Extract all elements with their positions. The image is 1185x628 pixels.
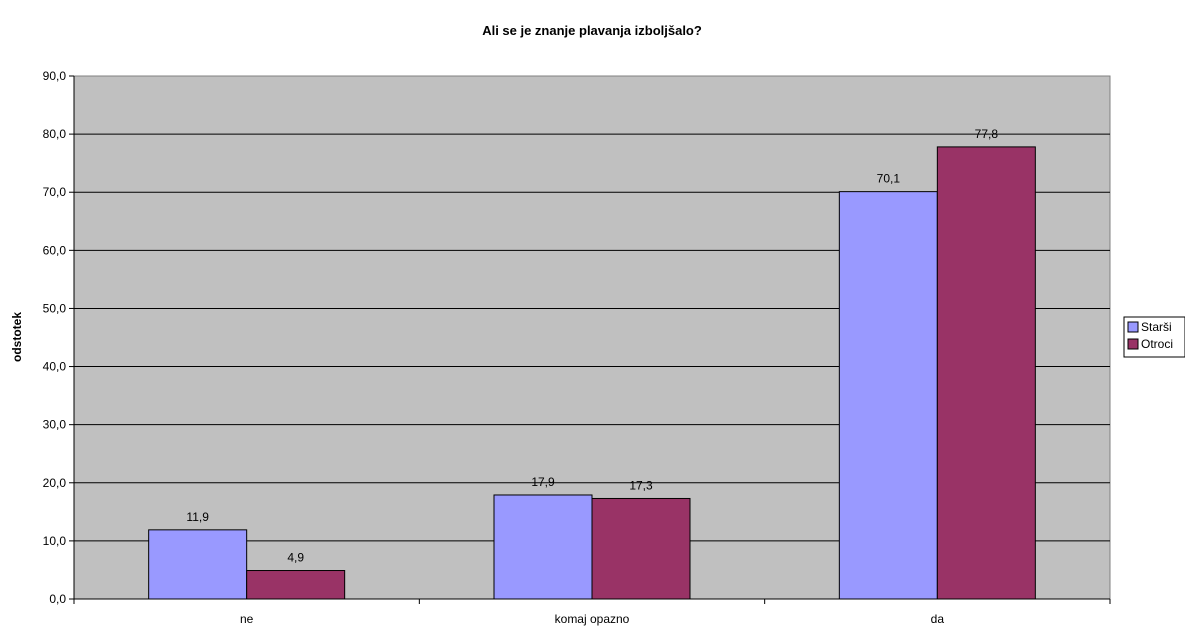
y-tick-label: 0,0 xyxy=(49,592,66,606)
data-label: 17,9 xyxy=(531,475,555,489)
bar-otroci-2 xyxy=(591,497,691,600)
y-tick-label: 50,0 xyxy=(43,301,67,315)
y-axis: 0,0 10,0 20,0 30,0 40,0 50,0 60,0 70,0 80,0 90,0 xyxy=(43,69,75,606)
x-tick-label: komaj opazno xyxy=(555,612,630,626)
legend-swatch xyxy=(1127,338,1139,350)
data-label: 17,3 xyxy=(629,478,653,492)
y-tick-label: 30,0 xyxy=(43,418,67,432)
bar-otroci-1 xyxy=(246,570,346,600)
y-tick-label: 90,0 xyxy=(43,69,67,83)
legend-label: Otroci xyxy=(1141,337,1173,351)
y-tick-label: 40,0 xyxy=(43,360,67,374)
data-label: 70,1 xyxy=(877,172,901,186)
legend-swatch xyxy=(1127,321,1139,333)
bar-star-i-1 xyxy=(148,529,248,600)
bar-star-i-2 xyxy=(493,494,593,600)
bar-star-i-3 xyxy=(838,191,938,600)
y-tick-label: 70,0 xyxy=(43,185,67,199)
y-tick-label: 80,0 xyxy=(43,127,67,141)
chart-title: Ali se je znanje plavanja izboljšalo? xyxy=(482,23,702,38)
legend-label: Starši xyxy=(1141,320,1172,334)
data-label: 77,8 xyxy=(975,127,999,141)
bars xyxy=(148,146,1036,600)
data-label: 11,9 xyxy=(186,510,209,524)
bar-otroci-3 xyxy=(936,146,1036,600)
y-tick-label: 10,0 xyxy=(43,534,67,548)
x-axis: ne komaj opazno da xyxy=(73,598,1111,626)
x-tick-label: da xyxy=(931,612,945,626)
legend: Starši Otroci xyxy=(1123,316,1185,358)
data-label: 4,9 xyxy=(287,551,304,565)
y-tick-label: 20,0 xyxy=(43,476,67,490)
y-tick-label: 60,0 xyxy=(43,243,67,257)
data-labels: 11,9 4,9 17,9 17,3 70,1 77,8 xyxy=(186,127,998,565)
y-axis-label: odstotek xyxy=(10,312,24,362)
x-tick-label: ne xyxy=(240,612,254,626)
